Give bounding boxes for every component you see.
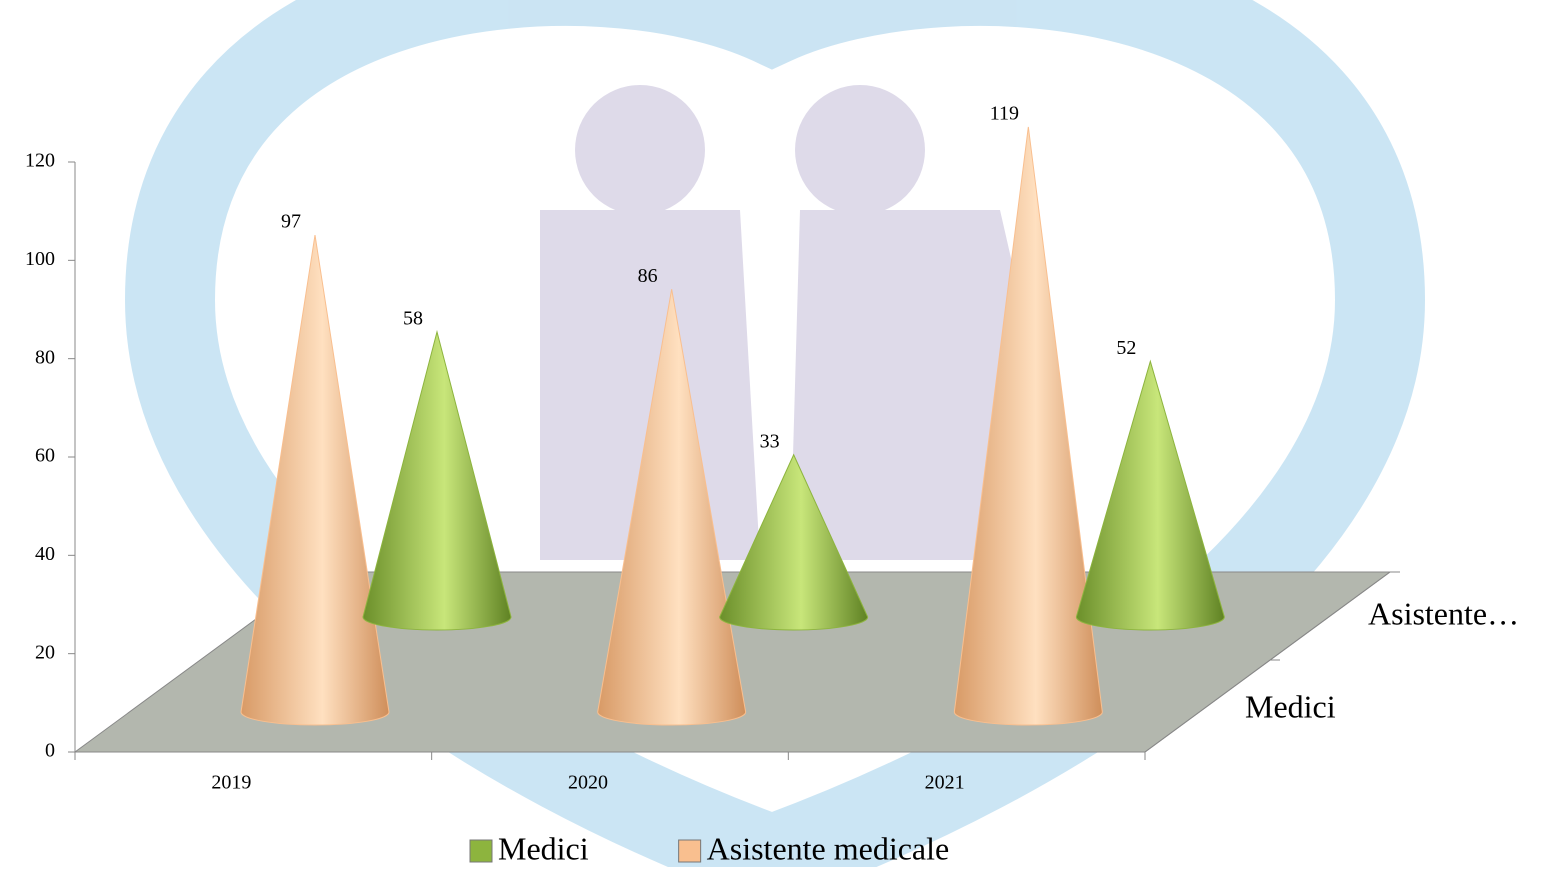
value-label: 33 bbox=[760, 430, 780, 452]
value-label: 119 bbox=[990, 103, 1019, 125]
cone bbox=[240, 235, 390, 726]
y-tick-label: 0 bbox=[45, 740, 55, 762]
y-tick-label: 80 bbox=[35, 346, 55, 368]
legend-swatch bbox=[469, 839, 493, 863]
value-label: 52 bbox=[1116, 337, 1136, 359]
value-label: 97 bbox=[281, 211, 301, 233]
legend-swatch bbox=[678, 839, 702, 863]
depth-label: Asistente… bbox=[1368, 595, 1519, 631]
legend-label: Medici bbox=[498, 830, 589, 866]
value-label: 58 bbox=[403, 307, 423, 329]
cone bbox=[362, 329, 512, 631]
y-tick-label: 20 bbox=[35, 641, 55, 663]
y-tick-label: 40 bbox=[35, 543, 55, 565]
legend-label: Asistente medicale bbox=[707, 830, 950, 866]
cone bbox=[719, 453, 869, 631]
x-tick-label: 2021 bbox=[925, 772, 965, 794]
y-tick-label: 120 bbox=[25, 150, 55, 172]
cone bbox=[597, 289, 747, 726]
x-tick-label: 2019 bbox=[211, 772, 251, 794]
value-label: 86 bbox=[638, 265, 658, 287]
depth-axis bbox=[1144, 571, 1391, 753]
cone bbox=[1075, 359, 1225, 631]
y-tick-label: 100 bbox=[25, 248, 55, 270]
x-tick-label: 2020 bbox=[568, 772, 608, 794]
cone bbox=[953, 126, 1103, 726]
depth-label: Medici bbox=[1245, 688, 1336, 724]
y-tick-label: 60 bbox=[35, 445, 55, 467]
